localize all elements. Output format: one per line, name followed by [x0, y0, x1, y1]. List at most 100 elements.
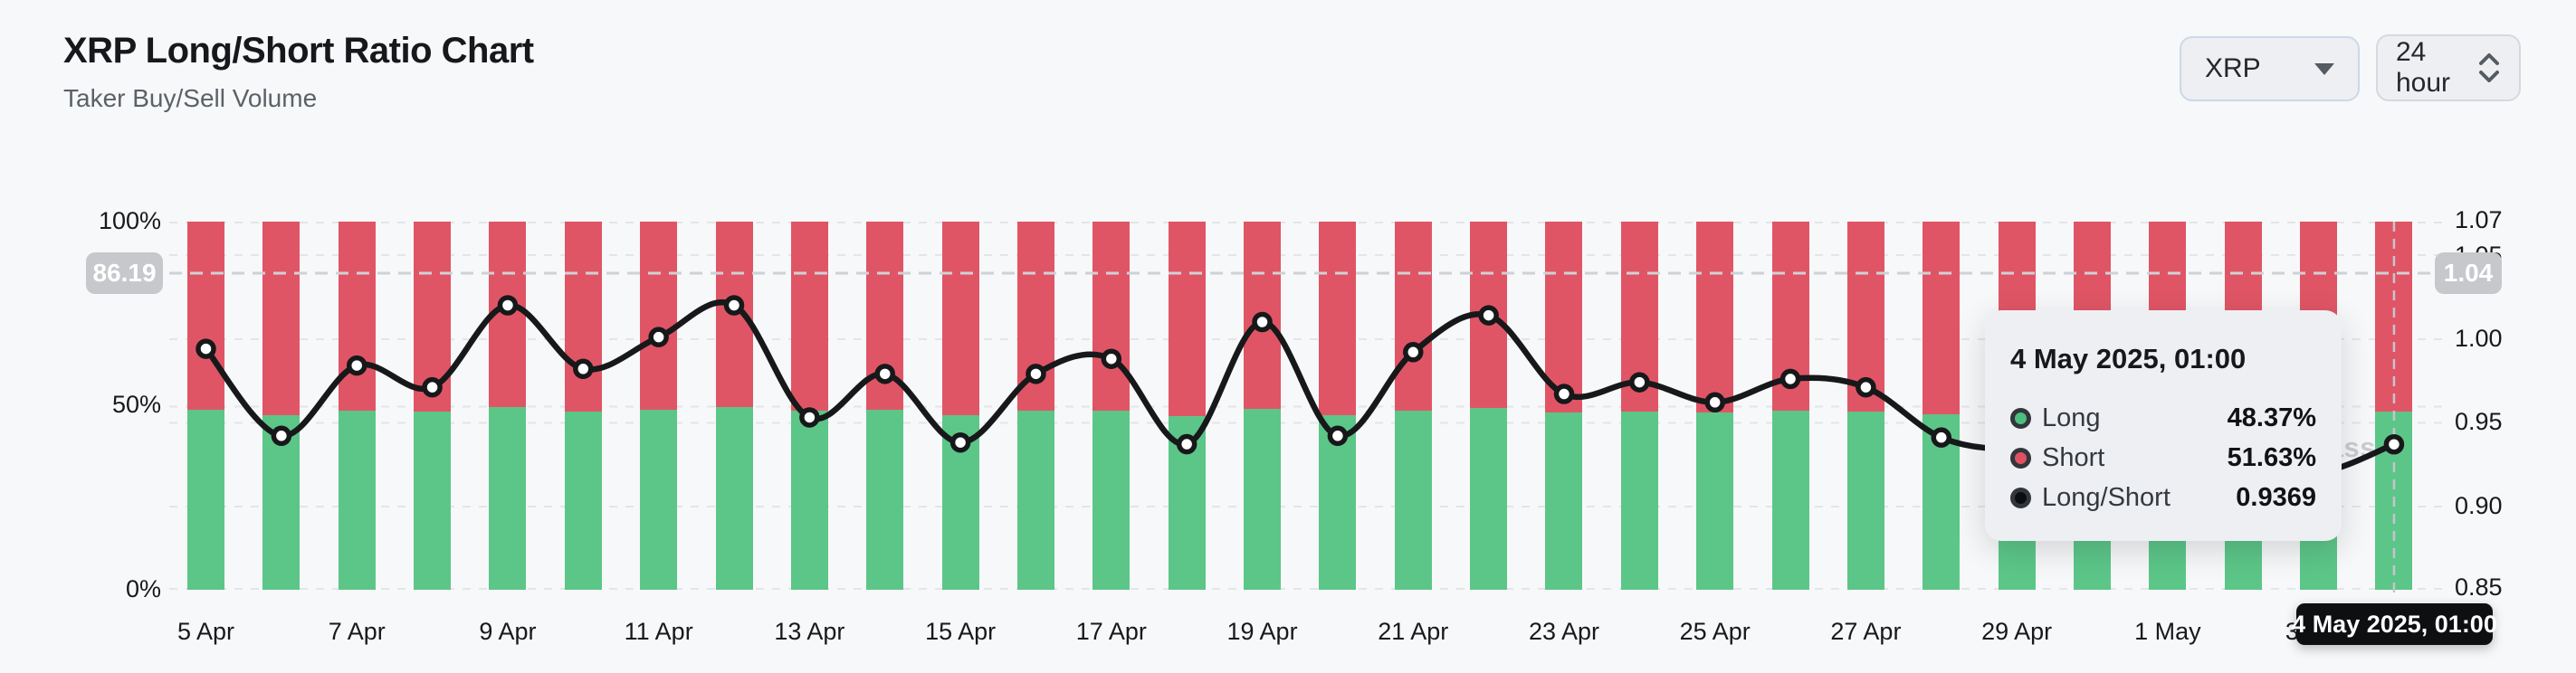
page-subtitle: Taker Buy/Sell Volume [63, 84, 318, 112]
long-segment [1092, 411, 1131, 590]
short-segment [1319, 222, 1357, 416]
x-axis-tick: 21 Apr [1378, 618, 1449, 645]
long-segment [1620, 412, 1658, 590]
short-segment [564, 222, 602, 412]
short-segment [338, 222, 376, 412]
bar-23-apr[interactable] [1545, 222, 1583, 590]
short-segment [1168, 222, 1206, 416]
bar-13-apr[interactable] [790, 222, 828, 590]
tooltip-series-label: Long [2042, 403, 2101, 432]
bar-18-apr[interactable] [1168, 222, 1206, 590]
tooltip-series-value: 51.63% [2227, 442, 2316, 472]
tooltip-series-label: Long/Short [2042, 482, 2171, 512]
long-segment [866, 409, 904, 590]
bar-7-apr[interactable] [338, 222, 376, 590]
long-segment [1470, 407, 1508, 590]
x-axis-tick: 9 Apr [479, 618, 537, 645]
long-segment [1696, 412, 1734, 590]
left-axis-tick: 0% [125, 575, 161, 602]
long-segment [1016, 411, 1054, 590]
tooltip-series-value: 48.37% [2227, 403, 2316, 432]
long-segment [640, 409, 678, 590]
ratio-point-10-apr[interactable] [573, 358, 594, 380]
ratio-point-8-apr[interactable] [422, 376, 443, 398]
right-axis-tick: 1.00 [2455, 325, 2503, 352]
bar-5-apr[interactable] [187, 222, 224, 590]
ratio-point-9-apr[interactable] [497, 295, 519, 316]
bar-19-apr[interactable] [1244, 222, 1282, 590]
right-axis-tick: 0.90 [2455, 492, 2503, 519]
ratio-point-7-apr[interactable] [346, 355, 367, 376]
symbol-select[interactable]: XRP [2180, 36, 2360, 101]
crosshair-left-value-badge: 86.19 [86, 252, 163, 294]
short-segment [1545, 222, 1583, 412]
ratio-point-5-apr[interactable] [196, 338, 216, 359]
ratio-point-13-apr[interactable] [799, 407, 820, 428]
short-segment [1696, 222, 1734, 412]
chevron-down-icon [2314, 62, 2334, 75]
series-dot-icon [2010, 407, 2031, 429]
bar-24-apr[interactable] [1620, 222, 1658, 590]
chart-tooltip: 4 May 2025, 01:00 Long 48.37% Short 51.63% L… [1985, 310, 2342, 541]
ratio-point-12-apr[interactable] [723, 295, 745, 316]
long-segment [1394, 411, 1432, 590]
ratio-point-23-apr[interactable] [1553, 384, 1575, 404]
tooltip-series-label: Short [2042, 442, 2105, 472]
x-axis-tick: 17 Apr [1075, 618, 1147, 645]
tooltip-row: Short 51.63% [2010, 442, 2316, 472]
ratio-point-22-apr[interactable] [1478, 305, 1499, 326]
long-segment [414, 412, 452, 590]
ratio-point-15-apr[interactable] [949, 431, 971, 453]
x-axis-tick: 13 Apr [774, 618, 845, 645]
ratio-point-18-apr[interactable] [1176, 433, 1197, 455]
bar-21-apr[interactable] [1394, 222, 1432, 590]
ratio-point-19-apr[interactable] [1252, 311, 1273, 333]
series-dot-icon [2010, 447, 2031, 469]
bar-10-apr[interactable] [564, 222, 602, 590]
ratio-point-6-apr[interactable] [271, 425, 292, 447]
tooltip-row: Long 48.37% [2010, 403, 2316, 432]
ratio-point-11-apr[interactable] [648, 327, 669, 347]
ratio-point-14-apr[interactable] [874, 364, 895, 384]
ratio-point-17-apr[interactable] [1101, 348, 1122, 369]
ratio-point-26-apr[interactable] [1779, 368, 1801, 390]
long-segment [715, 407, 753, 590]
ratio-point-28-apr[interactable] [1931, 427, 1952, 448]
ratio-point-16-apr[interactable] [1026, 364, 1046, 384]
long-segment [187, 409, 224, 590]
left-axis-tick: 100% [98, 207, 161, 234]
crosshair-layer [169, 222, 2446, 599]
long-segment [1244, 409, 1282, 590]
x-axis-tick: 11 Apr [624, 618, 693, 645]
x-axis-tick: 29 Apr [1981, 618, 2053, 645]
x-axis-tick: 1 May [2134, 618, 2201, 645]
crosshair-date-badge: 4 May 2025, 01:00 [2292, 603, 2497, 645]
symbol-select-value: XRP [2205, 53, 2261, 83]
x-axis-tick: 7 Apr [328, 618, 386, 645]
bar-11-apr[interactable] [640, 222, 678, 590]
ratio-point-24-apr[interactable] [1629, 372, 1650, 393]
short-segment [941, 222, 979, 416]
long-segment [489, 407, 527, 590]
long-segment [338, 411, 376, 590]
ratio-point-27-apr[interactable] [1856, 376, 1876, 398]
page-title: XRP Long/Short Ratio Chart [63, 31, 534, 71]
short-segment [262, 222, 301, 416]
short-segment [1092, 222, 1131, 412]
bar-20-apr[interactable] [1319, 222, 1357, 590]
ratio-point-21-apr[interactable] [1403, 342, 1424, 363]
bar-17-apr[interactable] [1092, 222, 1131, 590]
tooltip-row: Long/Short 0.9369 [2010, 482, 2316, 512]
tooltip-series-value: 0.9369 [2236, 482, 2316, 512]
ratio-point-20-apr[interactable] [1327, 425, 1349, 447]
left-axis-tick: 50% [111, 391, 161, 418]
interval-select[interactable]: 24 hour [2376, 34, 2521, 101]
short-segment [640, 222, 678, 410]
ratio-point-4-may[interactable] [2383, 433, 2405, 455]
ratio-point-25-apr[interactable] [1704, 392, 1725, 413]
x-axis-tick: 5 Apr [177, 618, 235, 645]
tooltip-title: 4 May 2025, 01:00 [2010, 343, 2247, 374]
short-segment [1922, 222, 1961, 414]
tooltip-rows: Long 48.37% Short 51.63% Long/Short 0.9369 [2010, 403, 2316, 512]
bar-25-apr[interactable] [1696, 222, 1734, 590]
